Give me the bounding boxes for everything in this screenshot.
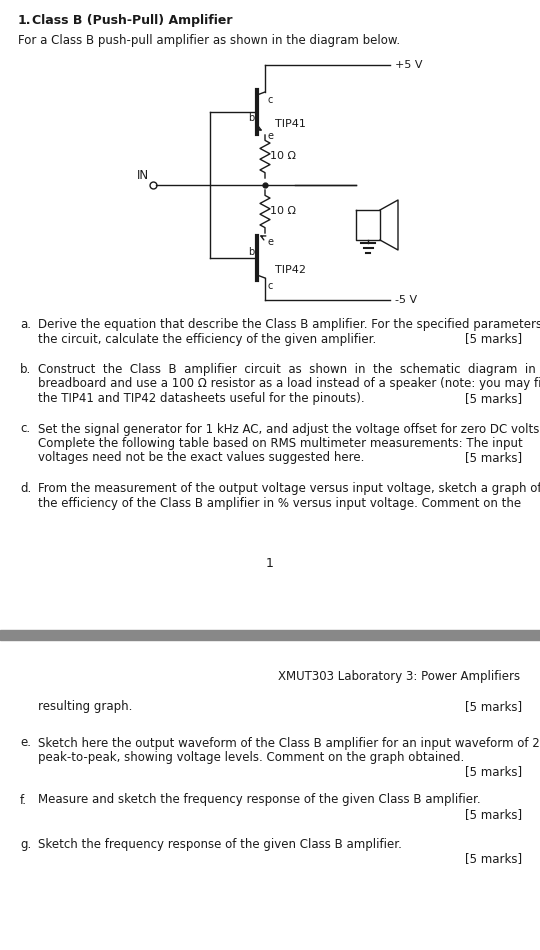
Text: Sketch the frequency response of the given Class B amplifier.: Sketch the frequency response of the giv… [38,838,402,851]
Text: the efficiency of the Class B amplifier in % versus input voltage. Comment on th: the efficiency of the Class B amplifier … [38,497,521,509]
Text: [5 marks]: [5 marks] [465,392,522,405]
Text: 10 Ω: 10 Ω [270,151,296,161]
Text: Class B (Push-Pull) Amplifier: Class B (Push-Pull) Amplifier [32,14,233,27]
Text: e: e [267,237,273,247]
Text: [5 marks]: [5 marks] [465,332,522,346]
Text: d.: d. [20,482,31,495]
Text: Complete the following table based on RMS multimeter measurements: The input: Complete the following table based on RM… [38,437,523,450]
Text: c.: c. [20,423,30,435]
Text: 10 Ω: 10 Ω [270,206,296,216]
Text: IN: IN [137,169,149,182]
Text: [5 marks]: [5 marks] [465,766,522,778]
Text: 1: 1 [266,557,274,570]
Text: c: c [267,281,272,291]
Text: voltages need not be the exact values suggested here.: voltages need not be the exact values su… [38,451,364,465]
Text: Set the signal generator for 1 kHz AC, and adjust the voltage offset for zero DC: Set the signal generator for 1 kHz AC, a… [38,423,540,435]
Text: the TIP41 and TIP42 datasheets useful for the pinouts).: the TIP41 and TIP42 datasheets useful fo… [38,392,364,405]
Text: f.: f. [20,793,27,807]
Text: -5 V: -5 V [395,295,417,305]
Text: g.: g. [20,838,31,851]
Text: TIP41: TIP41 [275,119,306,129]
Text: From the measurement of the output voltage versus input voltage, sketch a graph : From the measurement of the output volta… [38,482,540,495]
Text: [5 marks]: [5 marks] [465,700,522,713]
Text: For a Class B push-pull amplifier as shown in the diagram below.: For a Class B push-pull amplifier as sho… [18,34,400,47]
Text: [5 marks]: [5 marks] [465,852,522,865]
Text: resulting graph.: resulting graph. [38,700,132,713]
Text: b: b [248,113,254,123]
Text: [5 marks]: [5 marks] [465,808,522,821]
Text: Construct  the  Class  B  amplifier  circuit  as  shown  in  the  schematic  dia: Construct the Class B amplifier circuit … [38,363,540,376]
Text: TIP42: TIP42 [275,265,306,275]
Text: e.: e. [20,736,31,750]
Bar [0,630,540,640]
Text: e: e [267,131,273,141]
Text: breadboard and use a 100 Ω resistor as a load instead of a speaker (note: you ma: breadboard and use a 100 Ω resistor as a… [38,377,540,390]
Text: a.: a. [20,318,31,331]
Text: c: c [267,95,272,105]
Text: b.: b. [20,363,31,376]
Text: XMUT303 Laboratory 3: Power Amplifiers: XMUT303 Laboratory 3: Power Amplifiers [278,670,520,683]
Text: b: b [248,247,254,257]
Text: 1.: 1. [18,14,31,27]
Text: +5 V: +5 V [395,60,422,70]
Text: Derive the equation that describe the Class B amplifier. For the specified param: Derive the equation that describe the Cl… [38,318,540,331]
Text: Measure and sketch the frequency response of the given Class B amplifier.: Measure and sketch the frequency respons… [38,793,481,807]
Text: [5 marks]: [5 marks] [465,451,522,465]
Text: the circuit, calculate the efficiency of the given amplifier.: the circuit, calculate the efficiency of… [38,332,376,346]
Text: peak-to-peak, showing voltage levels. Comment on the graph obtained.: peak-to-peak, showing voltage levels. Co… [38,751,464,764]
Text: Sketch here the output waveform of the Class B amplifier for an input waveform o: Sketch here the output waveform of the C… [38,736,540,750]
